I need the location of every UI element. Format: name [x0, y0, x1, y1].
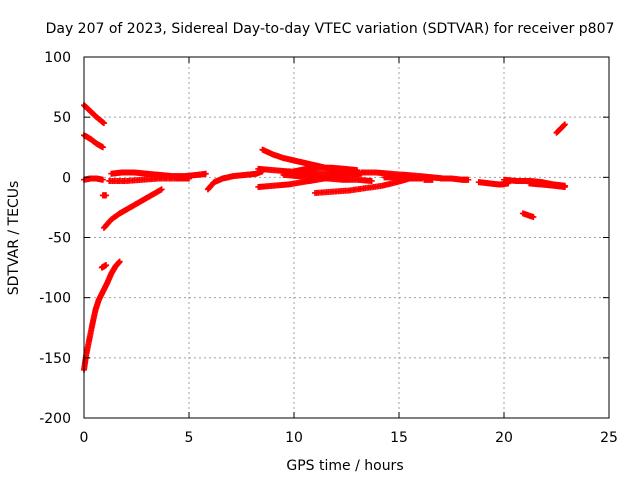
- data-track: [475, 179, 512, 188]
- data-point: [561, 121, 568, 128]
- data-point: [429, 176, 436, 183]
- y-tick-label: 50: [53, 110, 71, 126]
- data-track: [526, 180, 568, 190]
- x-tick-label: 20: [495, 430, 513, 446]
- data-track: [519, 210, 537, 221]
- data-point: [354, 167, 360, 174]
- data-point: [561, 183, 568, 190]
- data-track: [99, 192, 110, 199]
- data-track: [438, 175, 472, 183]
- y-tick-label: -100: [39, 291, 71, 307]
- y-tick-label: -200: [39, 411, 71, 427]
- data-point: [368, 177, 375, 184]
- data-track: [100, 186, 165, 231]
- x-axis-label: GPS time / hours: [286, 458, 403, 474]
- data-track: [81, 132, 106, 151]
- data-point: [465, 176, 472, 183]
- data-point: [99, 144, 106, 151]
- y-tick-labels: -200 -150 -100 -50 0 50 100: [39, 50, 71, 427]
- data-point: [99, 176, 106, 183]
- data-track: [381, 174, 426, 182]
- y-tick-label: -50: [48, 231, 71, 247]
- data-track: [280, 171, 375, 184]
- data-points: [81, 102, 568, 373]
- x-tick-label: 0: [80, 430, 89, 446]
- data-track: [106, 175, 192, 184]
- data-point: [116, 258, 123, 265]
- data-track: [81, 175, 106, 183]
- data-track: [291, 164, 360, 175]
- data-track: [108, 169, 209, 180]
- x-tick-labels: 0 5 10 15 20 25: [80, 430, 618, 446]
- data-point: [103, 262, 110, 269]
- x-tick-label: 25: [600, 430, 618, 446]
- x-tick-label: 5: [185, 430, 194, 446]
- data-track: [421, 176, 436, 183]
- x-tick-label: 10: [285, 430, 303, 446]
- data-point: [561, 122, 568, 129]
- x-tick-label: 15: [390, 430, 408, 446]
- data-point: [103, 192, 110, 199]
- y-tick-label: 0: [62, 170, 71, 186]
- axis-ticks: [83, 56, 610, 419]
- data-point: [530, 214, 537, 221]
- data-track: [81, 258, 123, 373]
- data-point: [100, 120, 107, 127]
- data-track: [553, 121, 568, 136]
- y-axis-label: SDTVAR / TECUs: [6, 181, 22, 296]
- y-tick-label: 100: [44, 50, 71, 66]
- data-point: [186, 175, 192, 182]
- data-point: [202, 170, 209, 177]
- grid-lines: [84, 57, 609, 418]
- data-track: [98, 262, 110, 271]
- data-point: [158, 186, 165, 193]
- chart-title: Day 207 of 2023, Sidereal Day-to-day VTE…: [46, 21, 615, 37]
- y-tick-label: -150: [39, 351, 71, 367]
